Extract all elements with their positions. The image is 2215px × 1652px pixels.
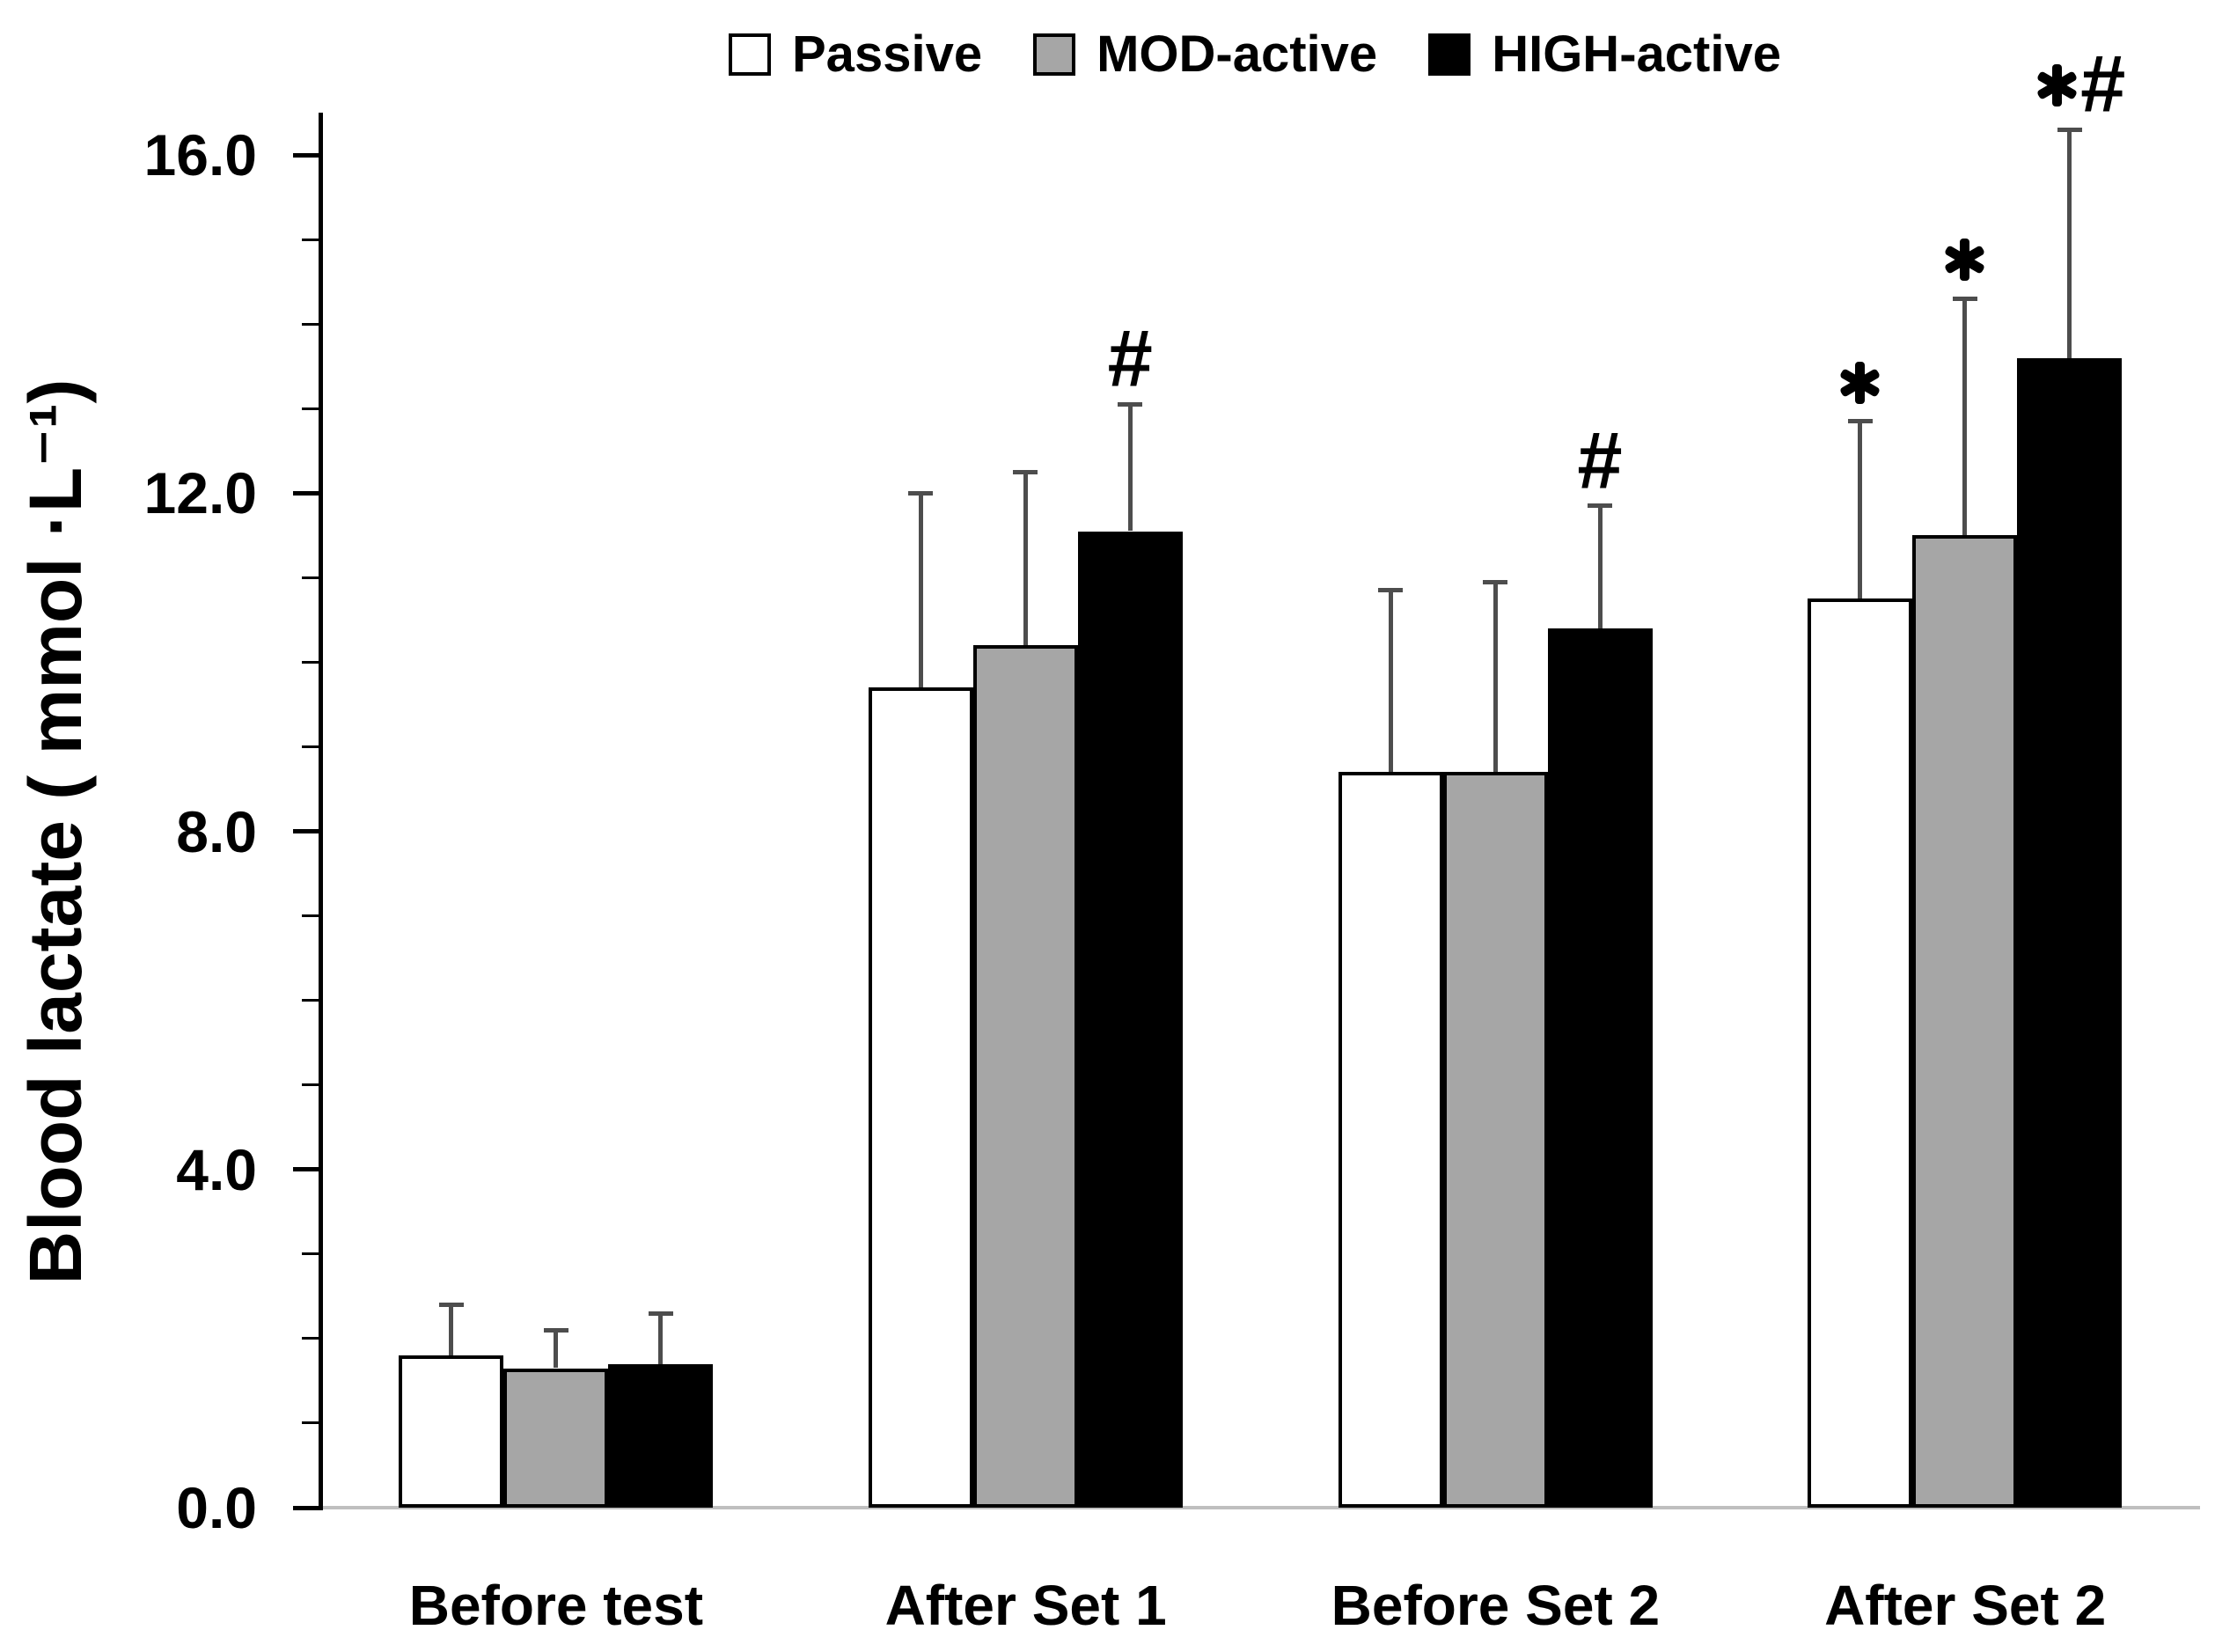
y-tick-major	[293, 1167, 321, 1172]
y-tick-minor	[302, 999, 321, 1002]
error-bar-line	[1858, 421, 1863, 599]
legend-label: MOD-active	[1096, 26, 1378, 83]
y-tick-major	[293, 1505, 321, 1510]
y-tick-major	[293, 152, 321, 158]
y-tick-minor	[302, 238, 321, 241]
y-tick-label: 0.0	[176, 1475, 257, 1540]
significance-marker-star	[1839, 361, 1881, 404]
error-bar-cap	[438, 1302, 464, 1307]
y-tick-minor	[302, 1421, 321, 1425]
y-tick-label: 8.0	[176, 798, 257, 864]
error-bar-cap	[1378, 588, 1403, 593]
bar-mod-active-4	[1912, 535, 2018, 1508]
error-bar-cap	[543, 1327, 568, 1333]
bar-high-active-1	[608, 1363, 713, 1508]
significance-marker-star	[1944, 239, 1986, 282]
error-bar-line	[1127, 404, 1133, 532]
legend: Passive MOD-active HIGH-active	[729, 26, 1781, 83]
error-bar-line	[449, 1304, 453, 1356]
error-bar-cap	[1483, 579, 1507, 584]
significance-marker-hash: #	[1107, 313, 1153, 404]
error-bar-line	[918, 493, 923, 688]
bar-high-active-2	[1077, 531, 1183, 1508]
y-tick-minor	[302, 1083, 321, 1087]
error-bar-line	[554, 1330, 558, 1369]
y-tick-minor	[302, 1252, 321, 1256]
error-bar-cap	[908, 490, 934, 496]
y-tick-minor	[302, 576, 321, 579]
bar-mod-active-2	[972, 645, 1078, 1508]
error-bar-line	[2067, 129, 2072, 358]
bar-high-active-4	[2017, 357, 2123, 1508]
y-tick-major	[293, 490, 321, 496]
error-bar-line	[1962, 298, 1968, 536]
error-bar-line	[1388, 590, 1393, 773]
y-tick-label: 16.0	[143, 122, 257, 188]
error-bar-cap	[1847, 419, 1873, 424]
error-bar-line	[1597, 505, 1603, 628]
significance-marker-hash: #	[1577, 415, 1623, 506]
bar-passive-2	[868, 687, 973, 1508]
y-tick-minor	[302, 322, 321, 326]
legend-item-mod-active: MOD-active	[1033, 26, 1377, 83]
legend-item-passive: Passive	[729, 26, 982, 83]
error-bar-cap	[2057, 127, 2082, 132]
bar-mod-active-1	[503, 1368, 608, 1508]
bar-passive-4	[1808, 598, 1913, 1508]
category-label: After Set 2	[1824, 1574, 2107, 1637]
y-tick-minor	[302, 745, 321, 748]
y-tick-minor	[302, 914, 321, 918]
legend-item-high-active: HIGH-active	[1428, 26, 1781, 83]
error-bar-line	[1023, 472, 1028, 646]
legend-swatch-mod-active	[1033, 33, 1076, 76]
error-bar-line	[1493, 582, 1498, 773]
legend-swatch-passive	[729, 33, 771, 76]
error-bar-cap	[1013, 469, 1038, 474]
y-tick-minor	[302, 407, 321, 410]
y-tick-label: 4.0	[176, 1136, 257, 1202]
y-axis-line	[319, 113, 323, 1510]
bar-mod-active-3	[1442, 772, 1548, 1508]
error-bar-cap	[1118, 401, 1143, 407]
y-tick-major	[293, 829, 321, 834]
legend-label: Passive	[792, 26, 983, 83]
category-label: Before test	[408, 1574, 704, 1637]
y-tick-label: 12.0	[143, 460, 257, 526]
bar-passive-1	[399, 1355, 503, 1508]
bar-passive-3	[1338, 772, 1443, 1508]
error-bar-cap	[1952, 296, 1977, 301]
error-bar-line	[658, 1313, 663, 1364]
bar-high-active-3	[1547, 628, 1653, 1508]
significance-marker-hash: #	[2080, 39, 2126, 129]
y-tick-minor	[302, 660, 321, 664]
x-axis-line	[321, 1506, 2200, 1509]
category-label: After Set 1	[884, 1574, 1167, 1637]
legend-swatch-high-active	[1428, 33, 1471, 76]
significance-marker-star	[2036, 64, 2079, 107]
legend-label: HIGH-active	[1492, 26, 1781, 83]
y-tick-minor	[302, 1337, 321, 1340]
error-bar-cap	[1588, 503, 1612, 509]
error-bar-cap	[648, 1311, 673, 1316]
category-label: Before Set 2	[1331, 1574, 1661, 1637]
